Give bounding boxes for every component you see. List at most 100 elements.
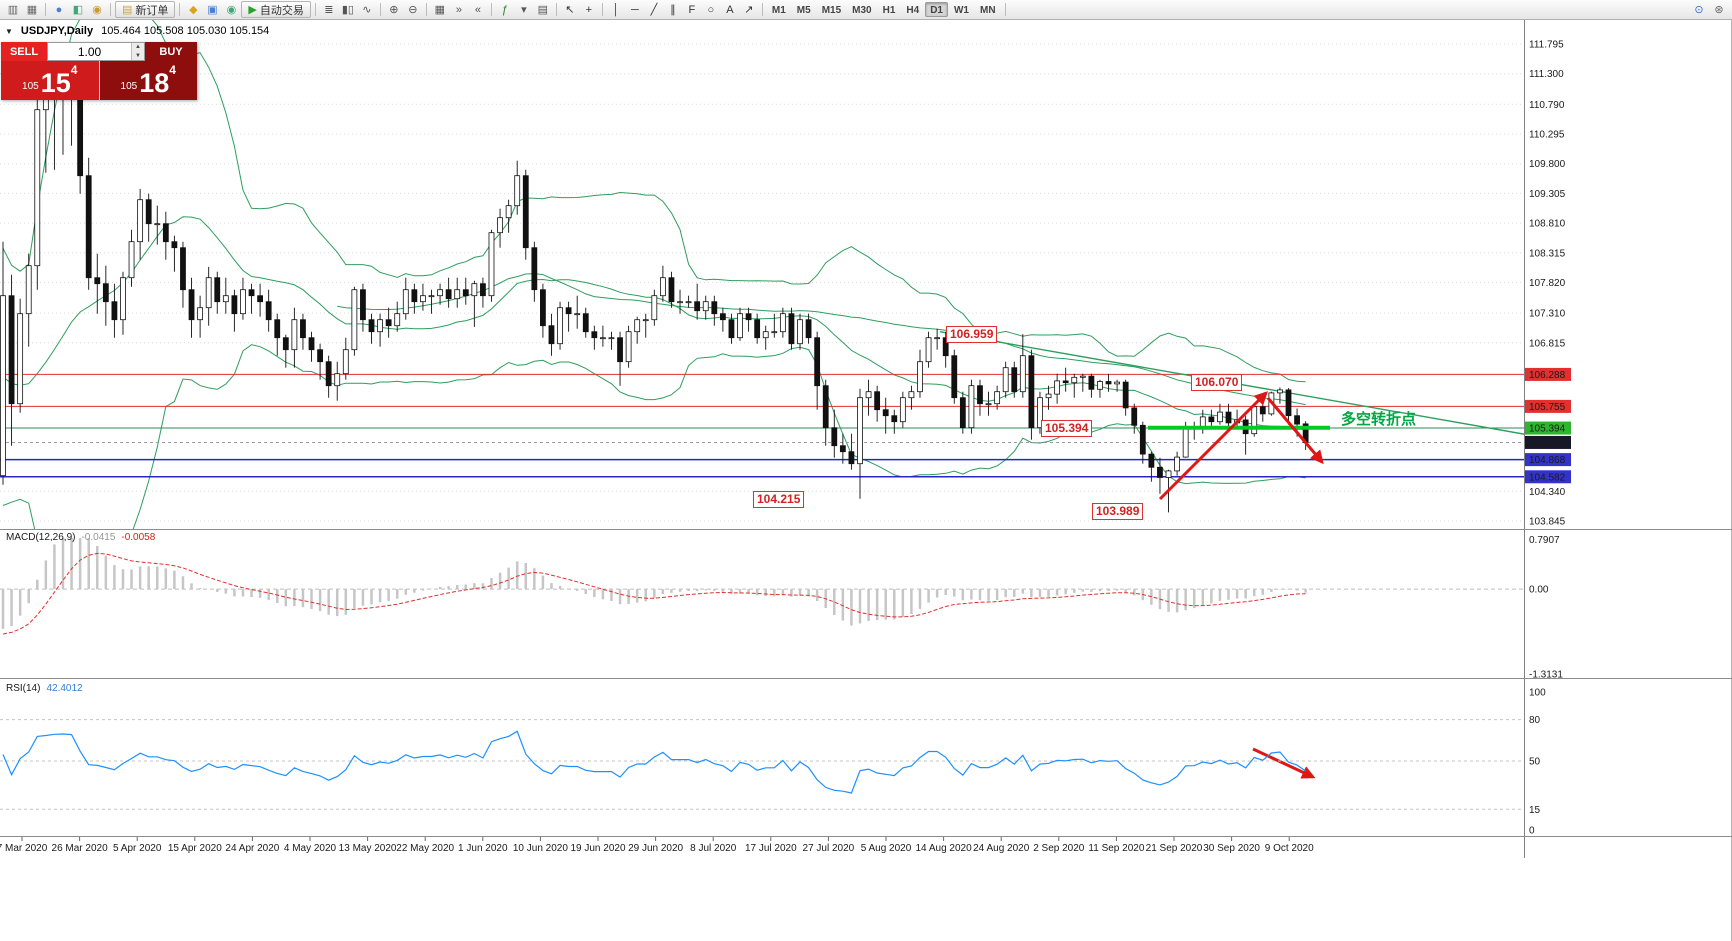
- price-axis[interactable]: 111.795 111.300 110.790 110.295 109.800 109.3…: [1524, 20, 1566, 858]
- navigator-icon[interactable]: ◉: [92, 3, 102, 16]
- tile-windows-icon[interactable]: ▦: [434, 3, 446, 16]
- fibonacci-tool-icon[interactable]: F: [688, 3, 696, 16]
- level-lines[interactable]: [0, 373, 1524, 478]
- date-tick-label: 13 May 2020: [339, 843, 397, 854]
- timeframe-h4-button[interactable]: H4: [906, 5, 920, 16]
- price-tick-label: 108.810: [1529, 219, 1566, 230]
- price-tick-label: 107.310: [1529, 309, 1566, 320]
- volume-input[interactable]: [48, 43, 131, 60]
- periods-dropdown-icon[interactable]: ▾: [521, 3, 527, 16]
- trade-arrows[interactable]: [1158, 391, 1324, 779]
- toolbar-separator: [761, 3, 763, 16]
- chart-line-icon[interactable]: ∿: [362, 3, 372, 16]
- date-axis[interactable]: 7 Mar 2020 26 Mar 2020 5 Apr 2020 15 Apr 20…: [0, 837, 1314, 854]
- data-window-icon[interactable]: ◧: [72, 3, 84, 16]
- turning-point-note[interactable]: 多空转折点: [1341, 411, 1417, 428]
- ask-big-figure: 105: [120, 81, 138, 92]
- bid-pips: 15: [40, 68, 71, 98]
- volume-decrease-button[interactable]: ▼: [132, 51, 144, 60]
- templates-icon[interactable]: ▤: [537, 3, 549, 16]
- macd-indicator-label: MACD(12,26,9) -0.0415 -0.0058: [6, 532, 155, 543]
- timeframe-h1-button[interactable]: H1: [882, 5, 896, 16]
- chart-bars-icon[interactable]: ≣: [324, 3, 334, 16]
- rsi-value: 42.4012: [46, 683, 83, 694]
- rsi-line: [2, 730, 1306, 794]
- timeframe-mn-button[interactable]: MN: [979, 5, 996, 16]
- cursor-icon[interactable]: ↖: [565, 3, 575, 16]
- market-watch-icon[interactable]: ●: [55, 3, 63, 16]
- timeframe-w1-button[interactable]: W1: [953, 5, 969, 16]
- macd-scale-label: 0.7907: [1529, 535, 1560, 546]
- arrows-tool-icon[interactable]: ↗: [744, 3, 754, 16]
- auto-trading-button[interactable]: ▶ 自动交易: [241, 1, 311, 18]
- indicators-icon[interactable]: ƒ: [501, 3, 508, 16]
- chart-shift-icon[interactable]: «: [474, 3, 481, 16]
- toolbar-separator: [379, 3, 381, 16]
- price-callout[interactable]: 105.394: [1041, 420, 1093, 437]
- metaeditor-icon[interactable]: ◆: [189, 3, 198, 16]
- new-chart-icon[interactable]: ▥: [7, 3, 19, 16]
- price-axis-box-label: 105.755: [1529, 402, 1566, 413]
- timeframe-m5-button[interactable]: M5: [796, 5, 811, 16]
- price-callout[interactable]: 103.989: [1092, 503, 1144, 520]
- rsi-axis[interactable]: 100 80 50 15 0: [1529, 688, 1546, 837]
- settings-icon[interactable]: ⊛: [1714, 3, 1724, 16]
- date-tick-label: 24 Apr 2020: [225, 843, 279, 854]
- auto-trading-icon: ▶: [248, 4, 257, 16]
- macd-axis[interactable]: 0.7907 0.00 -1.3131: [1529, 535, 1563, 681]
- text-tool-icon[interactable]: A: [726, 3, 734, 16]
- trendline-tool-icon[interactable]: ╱: [650, 3, 658, 16]
- price-callout[interactable]: 104.215: [753, 491, 805, 508]
- timeframe-m15-button[interactable]: M15: [821, 5, 842, 16]
- strategy-tester-icon[interactable]: ◉: [226, 3, 237, 16]
- price-callout[interactable]: 106.070: [1191, 374, 1243, 391]
- timeframe-m1-button[interactable]: M1: [771, 5, 786, 16]
- rsi-scale-label: 80: [1529, 715, 1541, 726]
- macd-scale-label: -1.3131: [1529, 670, 1563, 681]
- timeframe-d1-button[interactable]: D1: [925, 2, 948, 17]
- date-tick-label: 27 Jul 2020: [803, 843, 855, 854]
- auto-trading-label: 自动交易: [259, 4, 304, 17]
- volume-increase-button[interactable]: ▲: [132, 43, 144, 52]
- vertical-line-icon[interactable]: │: [612, 3, 620, 16]
- price-tick-label: 104.340: [1529, 487, 1566, 498]
- shapes-tool-icon[interactable]: ○: [707, 3, 715, 16]
- zoom-in-icon[interactable]: ⊕: [389, 3, 399, 16]
- horizontal-line-icon[interactable]: ─: [630, 3, 639, 16]
- profiles-icon[interactable]: ▦: [26, 3, 38, 16]
- buy-button[interactable]: BUY: [145, 42, 197, 61]
- toolbar-right-group: ⊙ ⊛: [1690, 2, 1728, 18]
- crosshair-icon[interactable]: +: [585, 3, 593, 16]
- zoom-out-icon[interactable]: ⊖: [408, 3, 418, 16]
- price-tick-label: 109.800: [1529, 159, 1566, 170]
- bid-price-button[interactable]: 105 15 4: [1, 61, 100, 100]
- search-icon[interactable]: ⊙: [1694, 3, 1704, 16]
- new-order-button[interactable]: ▤ 新订单: [115, 1, 176, 18]
- toolbar-separator: [179, 3, 181, 16]
- chart-candles-icon[interactable]: ▮▯: [341, 3, 354, 16]
- price-axis-boxes[interactable]: 106.288 105.755 105.394 105.154 104.868 104.5…: [1525, 367, 1571, 484]
- one-click-collapse-icon[interactable]: ▼: [5, 26, 13, 36]
- chart-title: ▼ USDJPY,Daily 105.464 105.508 105.030 1…: [5, 25, 269, 37]
- ask-price-button[interactable]: 105 18 4: [99, 61, 197, 100]
- panel-dividers[interactable]: [0, 529, 1732, 837]
- price-callout[interactable]: 106.959: [946, 326, 998, 343]
- channel-tool-icon[interactable]: ∥: [670, 3, 676, 16]
- date-tick-label: 2 Sep 2020: [1033, 843, 1085, 854]
- date-tick-label: 15 Apr 2020: [168, 843, 222, 854]
- price-tick-label: 107.820: [1529, 278, 1566, 289]
- price-axis-box-label: 105.394: [1529, 424, 1566, 435]
- terminal-icon[interactable]: ▣: [207, 3, 218, 16]
- timeframe-m30-button[interactable]: M30: [852, 5, 872, 16]
- price-axis-box-label: 106.288: [1529, 370, 1566, 381]
- toolbar: ▥ ▦ ● ◧ ◉ ▤ 新订单 ◆ ▣ ◉ ▶ 自动交易 ≣ ▮▯ ∿ ⊕ ⊖ ▦ » « ƒ ▾ ▤ ↖ + │ ─ ╱ ∥ F ○ A ↗ M…: [0, 0, 1732, 20]
- date-tick-label: 19 Jun 2020: [570, 843, 625, 854]
- rsi-scale-label: 100: [1529, 688, 1546, 699]
- ask-pips: 18: [139, 68, 170, 98]
- auto-scroll-icon[interactable]: »: [455, 3, 462, 16]
- date-tick-label: 5 Apr 2020: [113, 843, 162, 854]
- date-tick-label: 1 Jun 2020: [458, 843, 508, 854]
- sell-button[interactable]: SELL: [1, 42, 47, 61]
